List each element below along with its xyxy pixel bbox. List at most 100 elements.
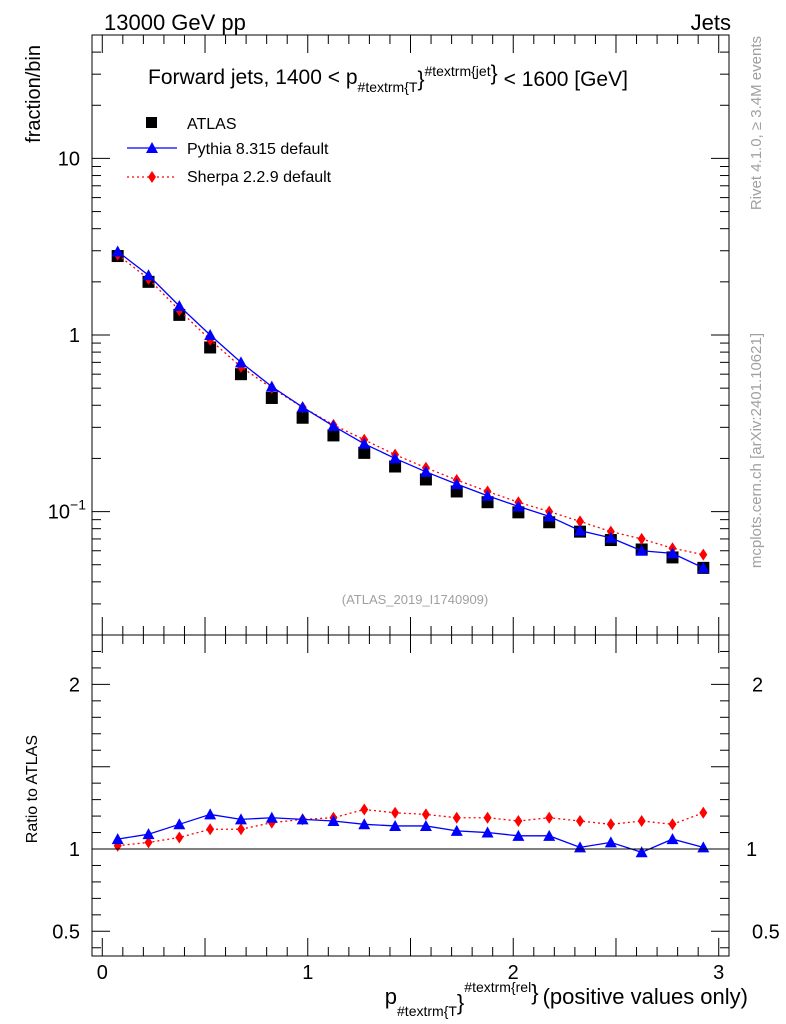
main-sherpa-point — [606, 525, 615, 538]
legend-pythia-label: Pythia 8.315 default — [187, 141, 329, 158]
ratio-sherpa-point — [421, 808, 430, 821]
ratio-sherpa-line — [117, 808, 704, 847]
main-y-tick-label: 10 — [58, 148, 80, 170]
plot-title-subscript: #textrm{T — [358, 79, 418, 95]
legend-sherpa-marker — [148, 171, 156, 183]
energy-label: 13000 GeV pp — [104, 10, 246, 35]
main-pythia-point — [296, 401, 309, 413]
main-atlas-point — [389, 460, 402, 473]
ratio-y-tick-label-left: 2 — [69, 674, 80, 696]
ratio-sherpa-point — [206, 823, 215, 836]
analysis-id-label: (ATLAS_2019_I1740909) — [342, 592, 488, 607]
main-pythia-point — [543, 510, 556, 522]
main-sherpa-point — [576, 515, 585, 528]
ratio-sherpa-point — [606, 818, 615, 831]
ratio-pythia-point — [234, 813, 247, 825]
main-atlas-point — [204, 341, 217, 354]
main-pythia-point — [419, 465, 432, 477]
main-pythia-point — [265, 380, 278, 392]
x-axis-title-superscript: #textrm{rel — [464, 979, 531, 995]
legend-atlas-marker — [146, 117, 157, 128]
ratio-pythia-point — [450, 824, 463, 836]
x-axis-title-subscript: #textrm{T — [397, 1003, 457, 1019]
ratio-pythia-point — [697, 841, 710, 853]
main-pythia-point — [604, 531, 617, 543]
main-pythia-point — [697, 561, 710, 573]
main-sherpa-point — [637, 532, 646, 545]
plot-title-subscript-close: } — [417, 68, 424, 91]
x-axis-title-subscript-close: } — [457, 990, 464, 1015]
x-axis-title-main: p — [385, 984, 397, 1009]
main-series-layer — [111, 245, 710, 574]
ratio-series-layer — [111, 803, 710, 858]
plot-title-suffix: < 1600 [GeV] — [504, 68, 628, 91]
ratio-sherpa-point — [514, 815, 523, 828]
ratio-pythia-point — [419, 819, 432, 831]
x-axis-ticks: 0 1 2 3 — [97, 35, 724, 984]
main-pythia-point — [481, 489, 494, 501]
ratio-sherpa-point — [144, 836, 153, 849]
x-tick-label: 0 — [97, 962, 108, 984]
ratio-pythia-point — [574, 841, 587, 853]
main-atlas-point — [296, 411, 309, 424]
x-axis-title: p#textrm{T}#textrm{rel} (positive values … — [385, 979, 748, 1019]
x-tick-label: 2 — [508, 962, 519, 984]
ratio-sherpa-point — [360, 803, 369, 816]
main-sherpa-point — [699, 548, 708, 561]
ratio-pythia-point — [543, 829, 556, 841]
legend-sherpa-label: Sherpa 2.2.9 default — [187, 169, 332, 186]
ratio-pythia-point — [265, 811, 278, 823]
legend: ATLAS Pythia 8.315 default Sherpa 2.2.9 … — [127, 116, 332, 186]
legend-pythia-marker — [146, 142, 158, 153]
x-tick-label: 3 — [713, 962, 724, 984]
ratio-sherpa-point — [668, 818, 677, 831]
ratio-axis-ticks: 0.5 0.5 1 1 2 2 — [52, 634, 780, 949]
source-label: mcplots.cern.ch [arXiv:2401.10621] — [748, 333, 765, 568]
main-y-tick-label: 10−1 — [48, 497, 86, 524]
main-pythia-point — [204, 329, 217, 340]
ratio-sherpa-point — [236, 823, 245, 836]
ratio-y-tick-label-left: 1 — [69, 839, 80, 861]
ratio-y-tick-label-left: 0.5 — [52, 921, 80, 943]
main-pythia-point — [450, 478, 463, 490]
ratio-pythia-point — [481, 826, 494, 838]
ratio-sherpa-point — [699, 806, 708, 819]
ratio-pythia-line — [117, 813, 704, 853]
ratio-pythia-point — [666, 833, 679, 845]
ratio-sherpa-point — [576, 815, 585, 828]
ratio-sherpa-point — [637, 815, 646, 828]
ratio-y-axis-title: Ratio to ATLAS — [24, 735, 41, 843]
ratio-pythia-point — [111, 833, 124, 845]
x-axis-title-suffix: (positive values only) — [543, 984, 748, 1009]
plot-title-prefix: Forward jets, 1400 < p — [148, 66, 358, 89]
ratio-sherpa-point — [483, 811, 492, 824]
main-pythia-point — [574, 524, 587, 536]
ratio-sherpa-point — [545, 811, 554, 824]
ratio-pythia-point — [204, 808, 217, 820]
main-atlas-point — [327, 429, 340, 442]
main-y-tick-label: 1 — [69, 325, 80, 347]
main-atlas-point — [234, 368, 247, 381]
plot-title: Forward jets, 1400 < p#textrm{T}#textrm{… — [148, 62, 628, 95]
main-pythia-point — [666, 547, 679, 559]
legend-atlas-label: ATLAS — [187, 116, 237, 133]
main-pythia-point — [512, 500, 525, 512]
main-pythia-point — [327, 420, 340, 432]
main-pythia-point — [111, 245, 124, 257]
ratio-y-tick-label-right: 1 — [746, 839, 757, 861]
ratio-pythia-point — [173, 818, 186, 830]
ratio-pythia-point — [142, 828, 155, 840]
main-y-axis-ticks: 10 1 10−1 — [48, 34, 729, 636]
main-pythia-point — [358, 437, 371, 449]
main-pythia-point — [142, 269, 155, 281]
main-atlas-point — [265, 391, 278, 404]
ratio-pythia-point — [604, 836, 617, 848]
ratio-pythia-point — [389, 819, 402, 831]
ratio-sherpa-point — [452, 811, 461, 824]
main-pythia-line — [117, 251, 704, 569]
main-pythia-point — [635, 544, 648, 556]
ratio-plot-frame — [91, 634, 730, 957]
main-atlas-point — [358, 446, 371, 459]
main-atlas-point — [512, 506, 525, 519]
